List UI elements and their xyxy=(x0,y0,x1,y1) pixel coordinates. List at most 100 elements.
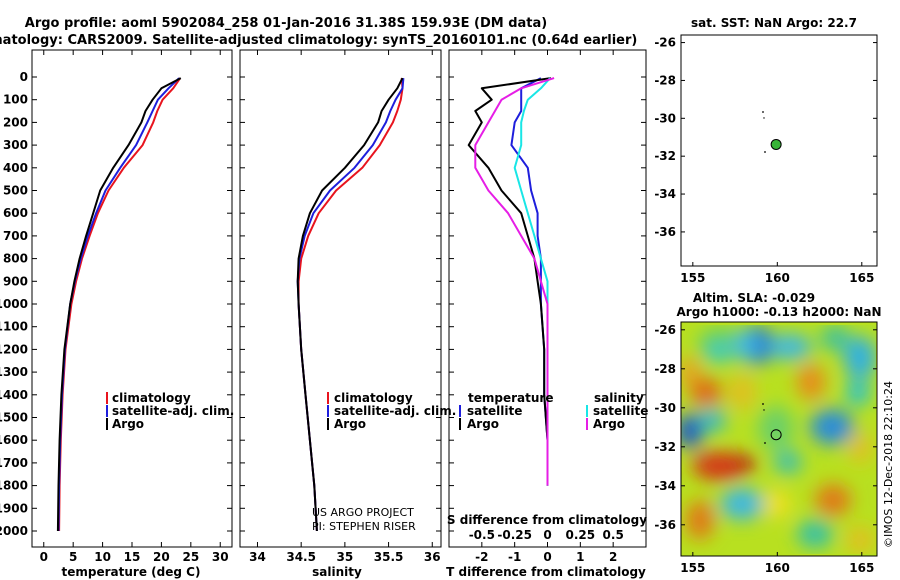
lat-tick-label: -32 xyxy=(654,440,676,454)
depth-tick-label: 1200 xyxy=(0,342,28,356)
sla-float-position-marker xyxy=(770,429,782,441)
depth-tick-label: 800 xyxy=(3,252,28,266)
anomaly-blob xyxy=(797,364,825,400)
profile-line-climatology xyxy=(58,77,182,532)
anomaly-blob xyxy=(734,329,758,361)
island-speck xyxy=(763,117,765,119)
lon-tick-label: 155 xyxy=(680,271,705,285)
salinity-difference-ticks: -0.5 -0.25 0 0.25 0.5 xyxy=(469,528,624,542)
depth-tick-label: 100 xyxy=(3,93,28,107)
anomaly-blob xyxy=(815,484,851,516)
anomaly-blob xyxy=(768,334,812,360)
sla-coastline-specks xyxy=(762,403,766,444)
legend-satellite-label: satellite-adj. clim. xyxy=(334,404,456,418)
depth-tick-label: 1800 xyxy=(0,479,28,493)
depth-tick-label: 1000 xyxy=(0,297,28,311)
island-speck xyxy=(764,442,766,444)
depth-tick-label: 1600 xyxy=(0,433,28,447)
x-tick-label: 36 xyxy=(424,550,441,564)
anomaly-blob xyxy=(810,409,854,445)
anomaly-blob xyxy=(797,520,833,548)
credit-line-1: US ARGO PROJECT xyxy=(312,506,414,519)
sla-anomaly-blobs xyxy=(681,325,876,554)
sst-longitude-ticks: 155 160 165 xyxy=(680,262,874,285)
depth-tick-label: 300 xyxy=(3,138,28,152)
lon-tick-label: 155 xyxy=(680,561,705,575)
figure-title-line1: Argo profile: aoml 5902084_258 01-Jan-20… xyxy=(25,16,547,31)
difference-legend: temperature salinity satellite Argo sate… xyxy=(459,391,648,431)
temperature-panel: 0 5 10 15 20 25 30 temperature (deg C) climato… xyxy=(31,49,234,579)
difference-depth-ticks xyxy=(449,76,646,532)
s-difference-axis-label: S difference from climatology xyxy=(447,513,647,527)
anomaly-blob xyxy=(690,378,722,406)
legend-argo-label: Argo xyxy=(334,417,366,431)
anomaly-blob xyxy=(846,381,870,405)
x-tick-label: -1 xyxy=(508,550,521,564)
profile-line-satellite-adj-clim- xyxy=(57,77,180,532)
legend-s-satellite-label: satellite xyxy=(593,404,648,418)
s-tick-label: -0.5 xyxy=(469,528,495,542)
salinity-panel: 34 34.5 35 35.5 36 salinity climatology sate… xyxy=(239,49,456,579)
island-speck xyxy=(764,151,766,153)
salinity-profile-lines xyxy=(296,77,405,532)
legend-temperature-title: temperature xyxy=(468,391,553,405)
sst-coastline-specks xyxy=(762,111,766,153)
anomaly-blob xyxy=(844,336,876,380)
depth-tick-label: 400 xyxy=(3,161,28,175)
lat-tick-label: -28 xyxy=(654,362,676,376)
anomaly-blob xyxy=(692,452,748,480)
depth-tick-label: 1700 xyxy=(0,456,28,470)
depth-tick-label: 1100 xyxy=(0,320,28,334)
temperature-depth-ticks xyxy=(32,76,232,532)
sst-float-position-marker xyxy=(770,138,782,150)
lat-tick-label: -32 xyxy=(654,149,676,163)
lat-tick-label: -26 xyxy=(654,323,676,337)
anomaly-blob xyxy=(763,490,791,518)
anomaly-blob xyxy=(848,432,872,464)
profile-line-temperature-argo xyxy=(467,77,551,486)
s-tick-label: 0 xyxy=(543,528,551,542)
x-tick-label: 20 xyxy=(153,550,170,564)
profile-line-argo xyxy=(56,77,182,532)
x-tick-label: 30 xyxy=(212,550,229,564)
sst-map-title: sat. SST: NaN Argo: 22.7 xyxy=(691,16,857,30)
x-tick-label: 2 xyxy=(609,550,617,564)
lat-tick-label: -30 xyxy=(654,111,676,125)
depth-axis-labels: 0 100 200 300 400 500 600 700 800 900 1000 1100 1200… xyxy=(0,70,28,538)
profile-line-argo xyxy=(296,77,404,532)
legend-t-satellite-label: satellite xyxy=(467,404,522,418)
legend-t-argo-label: Argo xyxy=(467,417,499,431)
temperature-panel-frame xyxy=(31,49,233,548)
profile-line-salinity-satellite xyxy=(513,77,551,486)
legend-argo-label: Argo xyxy=(112,417,144,431)
x-tick-label: 35.5 xyxy=(374,550,404,564)
x-tick-label: 34.5 xyxy=(286,550,316,564)
profile-line-salinity-argo xyxy=(474,77,555,486)
depth-tick-label: 2000 xyxy=(0,524,28,538)
legend-s-argo-label: Argo xyxy=(593,417,625,431)
profile-line-climatology xyxy=(297,78,404,532)
x-tick-label: -2 xyxy=(475,550,488,564)
lon-tick-label: 160 xyxy=(765,561,790,575)
lat-tick-label: -36 xyxy=(654,225,676,239)
legend-climatology-label: climatology xyxy=(112,391,191,405)
s-tick-label: 0.5 xyxy=(603,528,624,542)
depth-tick-label: 0 xyxy=(20,70,28,84)
x-tick-label: 34 xyxy=(249,550,266,564)
sla-map: Altim. SLA: -0.029 Argo h1000: -0.13 h20… xyxy=(654,291,881,575)
temperature-x-ticks: 0 5 10 15 20 25 30 xyxy=(40,50,229,564)
x-tick-label: 15 xyxy=(124,550,141,564)
lon-tick-label: 165 xyxy=(849,561,874,575)
lat-tick-label: -30 xyxy=(654,401,676,415)
anomaly-blob xyxy=(774,450,802,474)
lat-tick-label: -26 xyxy=(654,36,676,50)
anomaly-blob xyxy=(698,408,726,432)
sla-field xyxy=(681,322,877,556)
credit-line-2: PI: STEPHEN RISER xyxy=(312,520,416,533)
sst-map: sat. SST: NaN Argo: 22.7 -26 -28 -30 -32 -34… xyxy=(654,16,878,285)
difference-panel: -2 -1 0 1 2 -0.5 -0.25 0 0.25 0.5 S difference f… xyxy=(446,49,648,579)
island-speck xyxy=(762,111,764,113)
anomaly-blob xyxy=(846,526,874,554)
anomaly-blob xyxy=(686,500,714,540)
profile-line-satellite-adj-clim- xyxy=(296,78,405,532)
